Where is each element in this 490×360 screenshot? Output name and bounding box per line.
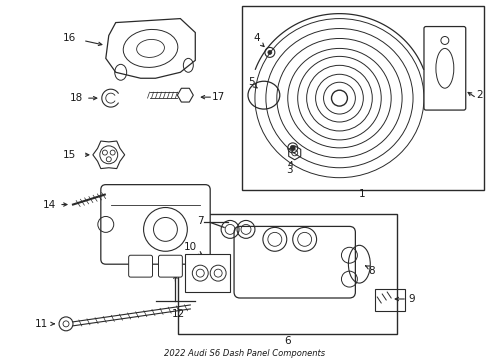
Bar xyxy=(242,6,484,190)
Bar xyxy=(178,215,397,334)
Text: 6: 6 xyxy=(284,336,291,346)
Text: 7: 7 xyxy=(197,216,203,226)
Text: 11: 11 xyxy=(34,319,48,329)
FancyBboxPatch shape xyxy=(158,255,182,277)
Text: 14: 14 xyxy=(43,199,56,210)
Text: 9: 9 xyxy=(409,294,416,304)
FancyBboxPatch shape xyxy=(424,27,466,110)
Text: 3: 3 xyxy=(287,165,293,175)
Text: 12: 12 xyxy=(172,309,185,319)
Bar xyxy=(185,254,230,292)
Text: 5: 5 xyxy=(248,77,255,87)
Text: 1: 1 xyxy=(359,189,366,199)
Circle shape xyxy=(268,50,272,54)
Text: 2022 Audi S6 Dash Panel Components: 2022 Audi S6 Dash Panel Components xyxy=(165,349,325,358)
Text: 13: 13 xyxy=(201,274,215,284)
Text: 10: 10 xyxy=(184,242,197,252)
Circle shape xyxy=(290,145,295,150)
Text: 4: 4 xyxy=(254,33,260,44)
FancyBboxPatch shape xyxy=(101,185,210,264)
Text: 17: 17 xyxy=(212,92,225,102)
Text: 18: 18 xyxy=(70,93,83,103)
Text: 2: 2 xyxy=(476,90,483,100)
FancyBboxPatch shape xyxy=(234,226,355,298)
Bar xyxy=(375,289,405,311)
Text: 16: 16 xyxy=(62,33,75,44)
Text: 8: 8 xyxy=(368,266,374,276)
FancyBboxPatch shape xyxy=(129,255,152,277)
Text: 15: 15 xyxy=(62,150,75,160)
